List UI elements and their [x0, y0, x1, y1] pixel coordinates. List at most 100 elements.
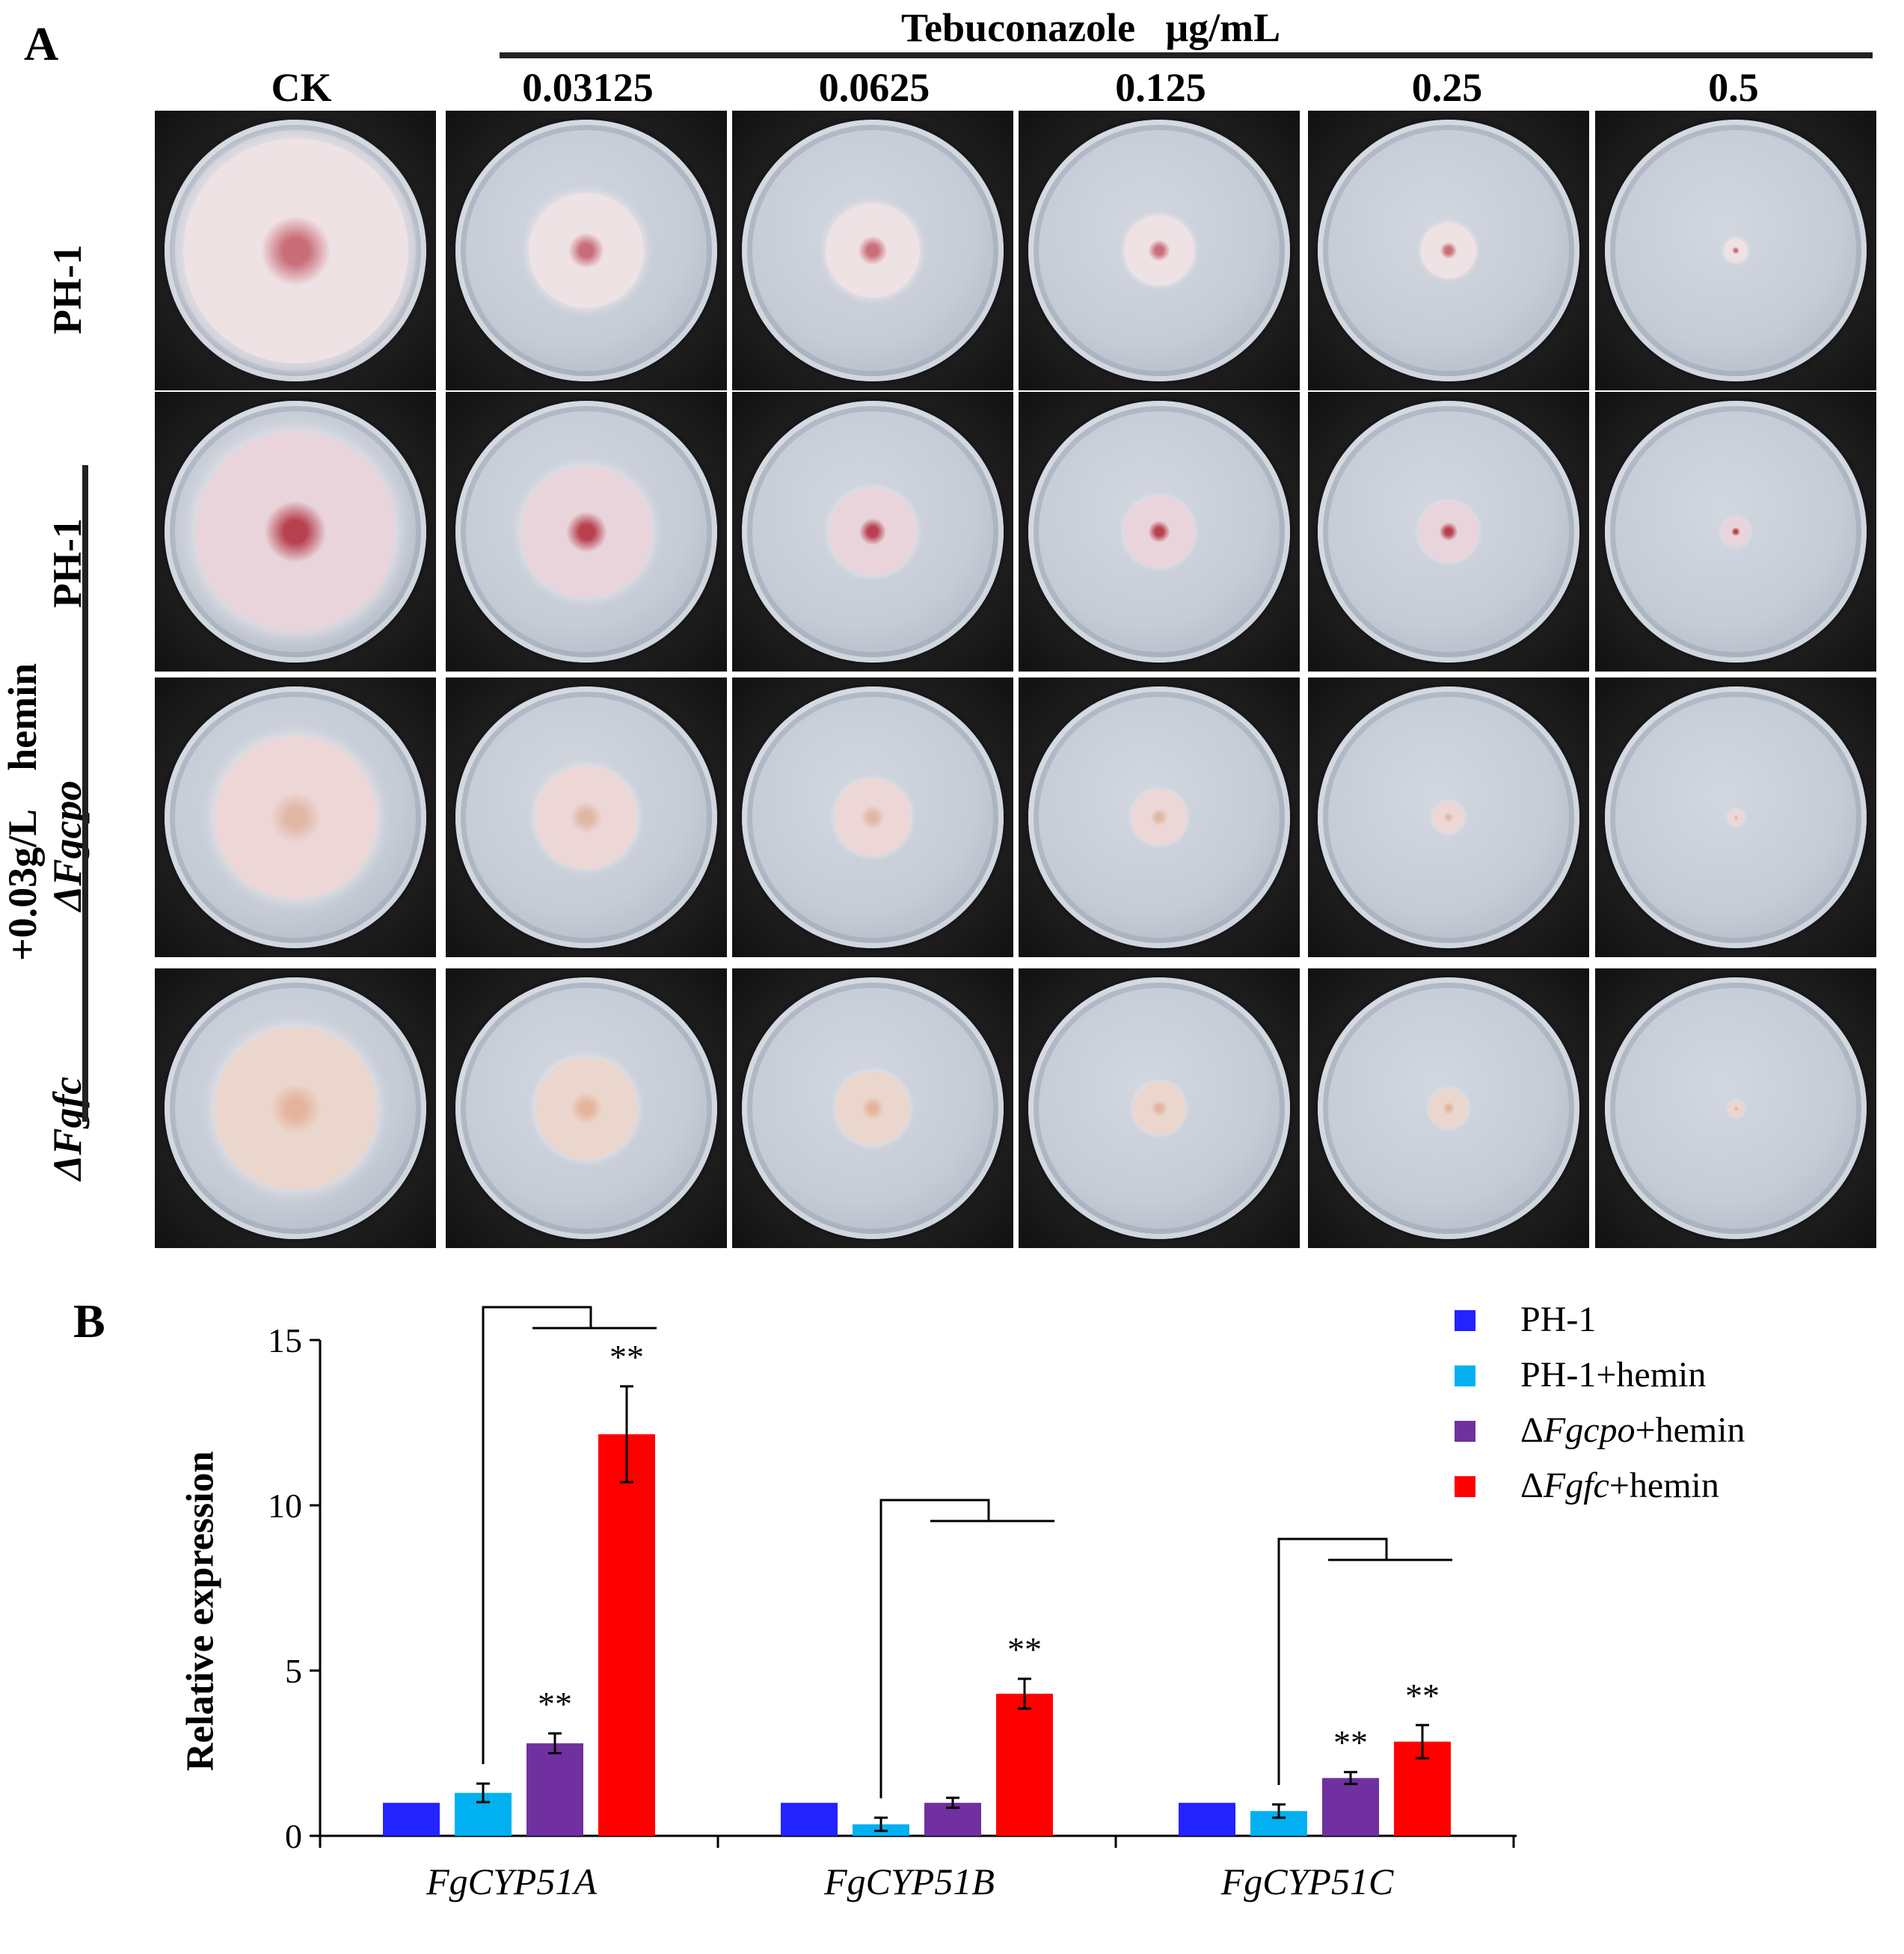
- plate-cell: [444, 967, 728, 1250]
- chart-bars: [383, 1434, 1451, 1836]
- plate-cell: [1306, 676, 1591, 959]
- petri-dish: [1028, 686, 1290, 948]
- petri-dish: [455, 977, 717, 1239]
- fungal-colony: [1728, 809, 1744, 826]
- plate-cell: [1017, 967, 1301, 1250]
- legend-label: PH-1: [1520, 1300, 1596, 1339]
- column-header-0.0625: 0.0625: [818, 65, 930, 110]
- plate-cell: [731, 676, 1015, 959]
- plate-cell: [731, 109, 1015, 392]
- fungal-colony: [529, 193, 644, 308]
- x-category-label: FgCYP51C: [1220, 1861, 1394, 1902]
- fungal-colony: [1421, 223, 1476, 278]
- plate-cell: [1017, 390, 1301, 673]
- bracket: [1277, 1537, 1388, 1786]
- petri-dish: [1318, 120, 1579, 381]
- petri-dish: [455, 120, 717, 381]
- fungal-colony: [1721, 517, 1751, 547]
- fungal-colony: [1131, 790, 1187, 845]
- petri-dish: [1605, 120, 1867, 381]
- chart-legend: PH-1 PH-1+hemin ΔFgcpo+hemin ΔFgfc+hemin: [1455, 1300, 1745, 1505]
- legend-swatch: [1455, 1476, 1475, 1497]
- petri-dish: [1605, 977, 1867, 1239]
- legend-label: ΔFgcpo+hemin: [1520, 1410, 1745, 1450]
- significance-mark: **: [538, 1685, 572, 1723]
- fungal-colony: [196, 432, 395, 631]
- fungal-colony: [1433, 802, 1464, 833]
- petri-dish: [742, 120, 1004, 381]
- y-axis-label: Relative expression: [179, 1451, 222, 1772]
- plate-cell: [731, 967, 1015, 1250]
- fungal-colony: [1724, 239, 1748, 262]
- plate-cell: [1306, 109, 1591, 392]
- plate-cell: [731, 390, 1015, 673]
- petri-dish: [455, 401, 717, 663]
- legend-swatch: [1455, 1421, 1475, 1442]
- petri-dish: [1605, 686, 1867, 948]
- y-tick-label: 10: [268, 1487, 302, 1525]
- plate-cell: [153, 390, 437, 673]
- plate-cell: [1306, 390, 1591, 673]
- petri-dish: [165, 120, 426, 381]
- plate-cell: [153, 676, 437, 959]
- petri-dish: [742, 977, 1004, 1239]
- fungal-colony: [1133, 1082, 1185, 1134]
- petri-dish: [742, 401, 1004, 663]
- significance-mark: **: [609, 1338, 644, 1376]
- fungal-colony: [829, 488, 916, 575]
- petri-dish: [1318, 686, 1579, 948]
- panel-b-label: B: [73, 1294, 105, 1348]
- petri-dish: [742, 686, 1004, 948]
- bar: [996, 1693, 1053, 1836]
- plate-cell: [1017, 109, 1301, 392]
- plate-cell: [444, 109, 728, 392]
- petri-dish: [1318, 401, 1579, 663]
- fungal-colony: [1728, 1100, 1744, 1116]
- fungal-colony: [214, 1027, 377, 1190]
- drug-title: Tebuconazole μg/mL: [901, 5, 1281, 50]
- fungal-colony: [535, 1057, 638, 1160]
- y-tick-label: 5: [285, 1652, 302, 1690]
- petri-dish: [1028, 977, 1290, 1239]
- plate-cell: [1306, 967, 1591, 1250]
- hemin-bracket: [82, 465, 88, 1122]
- column-header-0.5: 0.5: [1708, 65, 1759, 110]
- significance-brackets: [482, 1306, 1452, 1798]
- fungal-colony: [1123, 496, 1195, 568]
- bar: [781, 1802, 838, 1836]
- error-bars: [476, 1385, 1429, 1832]
- column-header-0.125: 0.125: [1115, 65, 1206, 110]
- petri-dish: [165, 686, 426, 948]
- significance-marks: ** ** ** ** **: [538, 1338, 1440, 1762]
- panel-a-label: A: [24, 17, 59, 70]
- significance-mark: **: [1333, 1724, 1368, 1762]
- fungal-colony: [826, 203, 920, 298]
- bar: [526, 1743, 583, 1836]
- petri-dish: [455, 686, 717, 948]
- legend-swatch: [1455, 1365, 1475, 1386]
- bracket: [879, 1499, 990, 1798]
- column-header-0.25: 0.25: [1411, 65, 1483, 110]
- fungal-colony: [1418, 501, 1479, 562]
- plate-cell: [1594, 967, 1878, 1250]
- fungal-colony: [214, 736, 377, 899]
- bar: [598, 1434, 655, 1836]
- plate-cell: [444, 676, 728, 959]
- plate-cell: [1594, 109, 1878, 392]
- petri-dish: [165, 977, 426, 1239]
- fungal-colony: [835, 779, 911, 855]
- x-category-label: FgCYP51A: [426, 1861, 597, 1902]
- bracket: [482, 1306, 592, 1765]
- legend-label: ΔFgfc+hemin: [1520, 1466, 1719, 1505]
- petri-dish: [1028, 120, 1290, 381]
- petri-dish: [1318, 977, 1579, 1239]
- petri-dish: [1028, 401, 1290, 663]
- significance-mark: **: [1405, 1677, 1440, 1715]
- plate-cell: [153, 109, 437, 392]
- fungal-colony: [520, 466, 652, 597]
- fungal-colony: [1428, 1088, 1469, 1128]
- column-header-ck: CK: [271, 65, 332, 110]
- fungal-colony: [535, 766, 638, 869]
- x-category-label: FgCYP51B: [823, 1861, 995, 1902]
